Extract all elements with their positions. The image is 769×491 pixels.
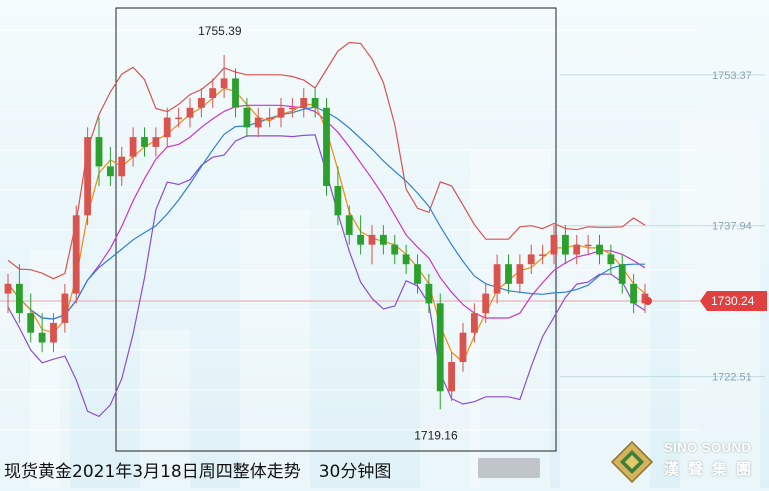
candle-body [550, 234, 558, 255]
candle-body [266, 117, 273, 120]
candle-body [505, 264, 512, 284]
candle-body [107, 166, 114, 177]
candle-body [527, 254, 535, 265]
candle-body [163, 117, 171, 138]
candle-body [436, 303, 444, 392]
candle-body [243, 107, 251, 128]
candle-body [323, 107, 330, 186]
candle-body [4, 283, 12, 294]
company-logo: SINO SOUND 漢聲集團 [606, 438, 766, 486]
candle-body [368, 234, 376, 245]
candle-body [345, 215, 353, 235]
candle-body [630, 283, 637, 304]
candle-body [596, 244, 603, 255]
grid-lines [0, 29, 765, 431]
candle-body [334, 186, 342, 216]
candle-body [425, 283, 433, 304]
logo-name-cn: 漢聲集團 [664, 461, 761, 478]
candle-body [448, 362, 455, 392]
caption-title: 现货黄金2021年3月18日周四整体走势 [4, 462, 301, 482]
candle-body [618, 264, 626, 284]
candle-body [277, 107, 285, 118]
candle-body [607, 254, 615, 265]
candle-body [289, 107, 296, 110]
candle-body [38, 332, 46, 343]
candle-body [209, 88, 217, 98]
y-tick-label: 1722.51 [712, 372, 752, 384]
high-annotation: 1755.39 [198, 24, 242, 38]
chart-caption: 现货黄金2021年3月18日周四整体走势 30分钟图 [4, 457, 391, 482]
candle-body [152, 137, 160, 147]
candle-body [16, 283, 23, 314]
candle-body [61, 293, 69, 323]
low-annotation: 1719.16 [414, 428, 458, 442]
candle-body [573, 244, 581, 255]
candle-body [254, 117, 262, 128]
candle-body [141, 137, 148, 147]
candle-body [27, 313, 35, 333]
diamond-logo-icon [610, 440, 654, 484]
candle-body [118, 156, 126, 177]
current-price-tag [700, 290, 767, 311]
candle-body [232, 78, 239, 108]
candle-body [391, 244, 399, 255]
y-tick-label: 1753.37 [712, 70, 752, 82]
candle-body [300, 98, 308, 108]
candle-body [516, 264, 524, 284]
candle-body [380, 234, 387, 245]
upper-band-line [7, 41, 646, 280]
candle-body [175, 117, 182, 120]
current-price-dot [644, 296, 652, 305]
candle-body [357, 234, 364, 245]
candle-body [186, 107, 194, 118]
candle-body [402, 254, 410, 265]
candle-body [50, 322, 57, 343]
building-shape [470, 150, 550, 488]
candle-body [129, 137, 137, 157]
candle-body [482, 293, 490, 314]
candle-body [414, 264, 421, 284]
candle-body [471, 313, 478, 333]
logo-name-en: SINO SOUND [664, 440, 752, 455]
building-shape [30, 250, 70, 488]
candles [4, 55, 649, 410]
redacted-block [478, 458, 540, 478]
candle-body [459, 332, 467, 362]
candle-body [198, 98, 205, 108]
candle-body [72, 215, 80, 294]
candle-body [562, 234, 569, 255]
caption-timeframe: 30分钟图 [318, 462, 392, 482]
building-shape [240, 210, 310, 488]
candle-body [311, 98, 319, 108]
candle-body [95, 137, 103, 167]
axis-labels: 1753.37 1737.94 1722.51 1730.24 1755.39 1719.… [198, 24, 767, 442]
candle-body [84, 137, 91, 216]
building-shape [140, 330, 190, 488]
candle-body [493, 264, 501, 294]
current-price-label: 1730.24 [711, 294, 755, 308]
y-tick-label: 1737.94 [712, 221, 752, 233]
candle-body [584, 244, 592, 247]
highlight-box [115, 7, 557, 452]
candle-body [539, 254, 546, 256]
candle-body [220, 78, 228, 89]
